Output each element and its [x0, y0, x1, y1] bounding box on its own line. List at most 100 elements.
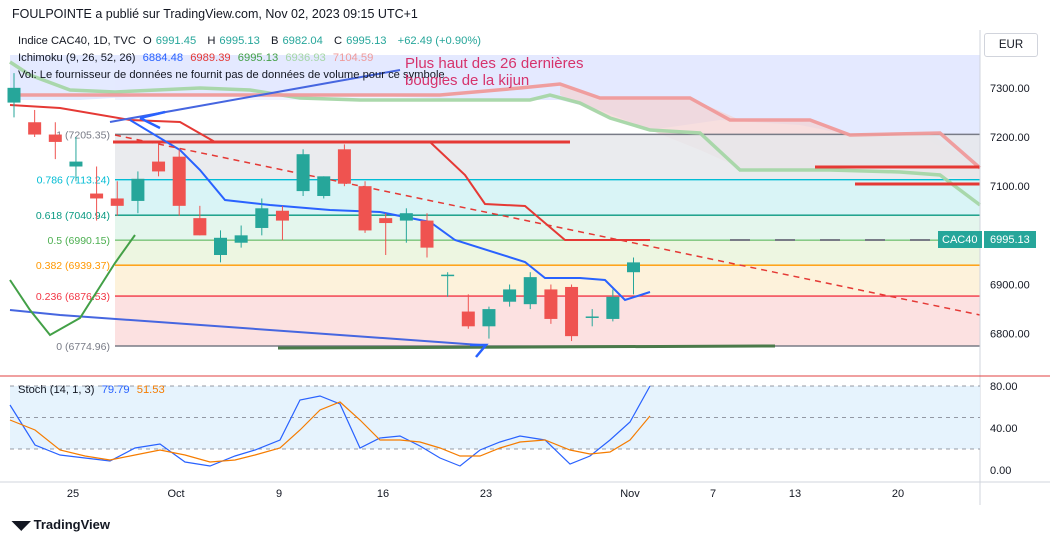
- candle-body: [523, 277, 537, 305]
- price-tick-0: 7300.00: [990, 83, 1030, 95]
- time-tick-8: 20: [892, 488, 904, 500]
- currency-button[interactable]: EUR: [984, 33, 1038, 57]
- stoch-d-value: 51.53: [136, 384, 165, 396]
- publisher-title: FOULPOINTE a publié sur TradingView.com,…: [12, 7, 418, 21]
- candle-body: [48, 134, 62, 142]
- kijun-value: 6989.39: [190, 52, 231, 64]
- candle-body: [544, 289, 558, 319]
- dashed-trendline: [114, 134, 981, 316]
- stoch-k-value: 79.79: [101, 384, 130, 396]
- ohlc-open: O 6991.45: [143, 35, 197, 47]
- span-b-value: 7104.59: [332, 52, 374, 64]
- candle-body: [275, 210, 289, 221]
- candle-body: [90, 193, 104, 199]
- tradingview-brand: TradingView: [33, 517, 110, 532]
- fib-band-1: [115, 179, 980, 216]
- fib-label-3: 0.5 (6990.15): [48, 235, 110, 247]
- fib-label-5: 0.236 (6876.53): [36, 291, 110, 303]
- price-tag-value: 6995.13: [990, 234, 1030, 246]
- fib-label-2: 0.618 (7040.94): [36, 210, 110, 222]
- candle-body: [296, 154, 310, 192]
- price-tag-value-bg: [984, 231, 1036, 248]
- fib-label-0: 1 (7205.35): [56, 129, 110, 141]
- fib-label-6: 0 (6774.96): [56, 341, 110, 353]
- candle-body: [482, 309, 496, 327]
- time-tick-0: 25: [67, 488, 79, 500]
- candle-body: [627, 262, 640, 273]
- candle-body: [585, 316, 599, 318]
- tradingview-logo-icon: ◥◤: [12, 518, 31, 532]
- symbol-legend: Indice CAC40, 1D, TVC O 6991.45 H 6995.13 …: [18, 35, 485, 47]
- time-tick-3: 16: [377, 488, 389, 500]
- candle-body: [565, 286, 579, 337]
- ohlc-high: H 6995.13: [207, 35, 260, 47]
- fib-band-3: [115, 240, 980, 266]
- candle-body: [420, 220, 434, 248]
- ichimoku-cloud-upper: [115, 55, 980, 100]
- ichimoku-name: Ichimoku (9, 26, 52, 26): [18, 52, 136, 64]
- price-tick-4: 6900.00: [990, 280, 1030, 292]
- price-tag-name-bg: [938, 231, 982, 248]
- annotation-line-2: bougies de la kijun: [405, 72, 530, 89]
- price-tag-name: CAC40: [942, 234, 977, 246]
- fib-label-4: 0.382 (6939.37): [36, 260, 110, 272]
- candle-body: [337, 149, 351, 184]
- time-tick-4: 23: [480, 488, 492, 500]
- stoch-tick-0: 80.00: [990, 381, 1018, 393]
- candle-body: [69, 161, 83, 167]
- candle-body: [7, 87, 21, 103]
- time-tick-5: Nov: [620, 488, 640, 500]
- time-tick-7: 13: [789, 488, 801, 500]
- stoch-tick-1: 40.00: [990, 423, 1018, 435]
- symbol-name: Indice CAC40, 1D, TVC: [18, 35, 136, 47]
- fib-label-1: 0.786 (7113.24): [37, 175, 110, 187]
- tenkan-value: 6884.48: [142, 52, 184, 64]
- volume-note: Vol: Le fournisseur de données ne fourni…: [18, 69, 448, 81]
- ohlc-close: C 6995.13: [334, 35, 387, 47]
- annotation-line-1: Plus haut des 26 dernières: [405, 55, 584, 72]
- tradingview-logo: ◥◤ TradingView: [12, 517, 110, 532]
- price-change: +62.49 (+0.90%): [397, 35, 481, 47]
- span-b-line: [10, 82, 982, 170]
- time-tick-1: Oct: [167, 488, 184, 500]
- candle-body: [131, 178, 145, 201]
- chikou-value: 6995.13: [237, 52, 279, 64]
- candle-body: [255, 208, 269, 228]
- candle-body: [110, 198, 124, 206]
- candle-body: [172, 156, 186, 206]
- stoch-d-line: [9, 401, 651, 463]
- support-line: [277, 344, 776, 350]
- candle-body: [441, 274, 455, 277]
- candle-body: [399, 213, 413, 221]
- kijun-annotation: Plus haut des 26 dernières bougies de la…: [405, 55, 583, 89]
- candle-body: [193, 218, 207, 236]
- chikou-line: [9, 234, 136, 337]
- ichimoku-legend: Ichimoku (9, 26, 52, 26) 6884.48 6989.39…: [18, 52, 377, 64]
- stoch-k-line: [9, 385, 651, 467]
- candle-body: [234, 235, 248, 243]
- candle-body: [606, 296, 620, 319]
- candle-body: [152, 161, 166, 172]
- candle-body: [317, 176, 331, 197]
- ohlc-low: B 6982.04: [270, 35, 323, 47]
- candle-body: [28, 122, 42, 135]
- candle-body: [379, 218, 393, 224]
- candle-body: [461, 311, 475, 327]
- stoch-name: Stoch (14, 1, 3): [18, 384, 95, 396]
- price-tick-1: 7200.00: [990, 132, 1030, 144]
- tenkan-arrow-line: [9, 309, 481, 346]
- arrow-left: [139, 110, 166, 130]
- candle-body: [503, 289, 517, 302]
- span-a-value: 6936.93: [285, 52, 326, 64]
- stoch-tick-2: 0.00: [990, 465, 1011, 477]
- price-tick-5: 6800.00: [990, 329, 1030, 341]
- candle-body: [214, 237, 227, 256]
- stoch-legend: Stoch (14, 1, 3) 79.79 51.53: [18, 384, 169, 396]
- candle-body: [358, 186, 372, 231]
- span-a-line: [9, 60, 982, 207]
- time-tick-2: 9: [276, 488, 282, 500]
- arrow-down: [470, 343, 489, 358]
- price-tick-2: 7100.00: [990, 181, 1030, 193]
- time-tick-6: 7: [710, 488, 716, 500]
